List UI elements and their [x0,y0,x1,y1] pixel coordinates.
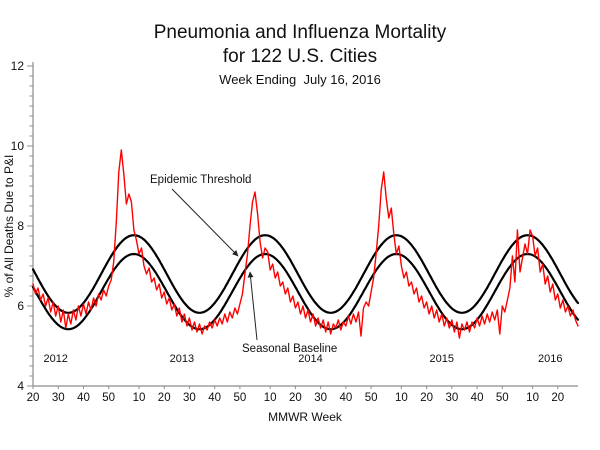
x-tick-label: 40 [208,392,221,404]
y-tick-label: 10 [11,139,25,153]
annotation-seasonal-baseline: Seasonal Baseline [242,343,337,355]
year-label: 2013 [170,353,194,365]
chart-title: Pneumonia and Influenza Mortality [153,22,447,43]
x-tick-label: 50 [365,392,378,404]
x-tick-label: 30 [314,392,327,404]
x-tick-label: 10 [395,392,408,404]
y-tick-label: 8 [17,219,24,233]
y-axis-title: % of All Deaths Due to P&I [2,155,16,298]
seasonal-baseline-curve [31,252,580,331]
annotation-epidemic-threshold-arrow [171,188,239,257]
chart-subtitle: Week Ending July 16, 2016 [219,72,381,87]
x-tick-label: 20 [27,392,40,404]
x-tick-label: 10 [133,392,146,404]
year-label: 2015 [430,353,454,365]
x-tick-label: 20 [158,392,171,404]
x-axis-title: MMWR Week [268,410,343,424]
x-tick-label: 40 [77,392,90,404]
data-curves [31,149,580,339]
chart-title-line2: for 122 U.S. Cities [222,46,378,67]
x-tick-label: 50 [102,392,115,404]
x-tick-label: 10 [526,392,539,404]
x-tick-label: 50 [233,392,246,404]
x-tick-label: 20 [551,392,564,404]
annotation-epidemic-threshold: Epidemic Threshold [150,174,251,186]
y-tick-label: 12 [11,59,25,73]
x-tick-label: 40 [339,392,352,404]
year-label: 2012 [43,353,67,365]
x-tick-label: 30 [183,392,196,404]
y-tick-label: 6 [17,299,24,313]
year-label: 2016 [538,353,562,365]
epidemic-threshold-curve [31,234,580,314]
x-tick-label: 20 [420,392,433,404]
x-tick-label: 50 [496,392,509,404]
annotation-seasonal-baseline-arrow [247,271,258,341]
y-tick-label: 4 [17,379,24,393]
x-tick-label: 30 [445,392,458,404]
x-tick-label: 10 [264,392,277,404]
axes: 4 6 8 10 12 20 30 40 50 10 20 30 40 50 10 20 30 40 50 10 20 3… [11,59,578,404]
mortality-line [32,149,579,339]
x-tick-label: 20 [289,392,302,404]
year-label: 2014 [298,353,322,365]
x-tick-label: 40 [471,392,484,404]
x-tick-label: 30 [52,392,65,404]
